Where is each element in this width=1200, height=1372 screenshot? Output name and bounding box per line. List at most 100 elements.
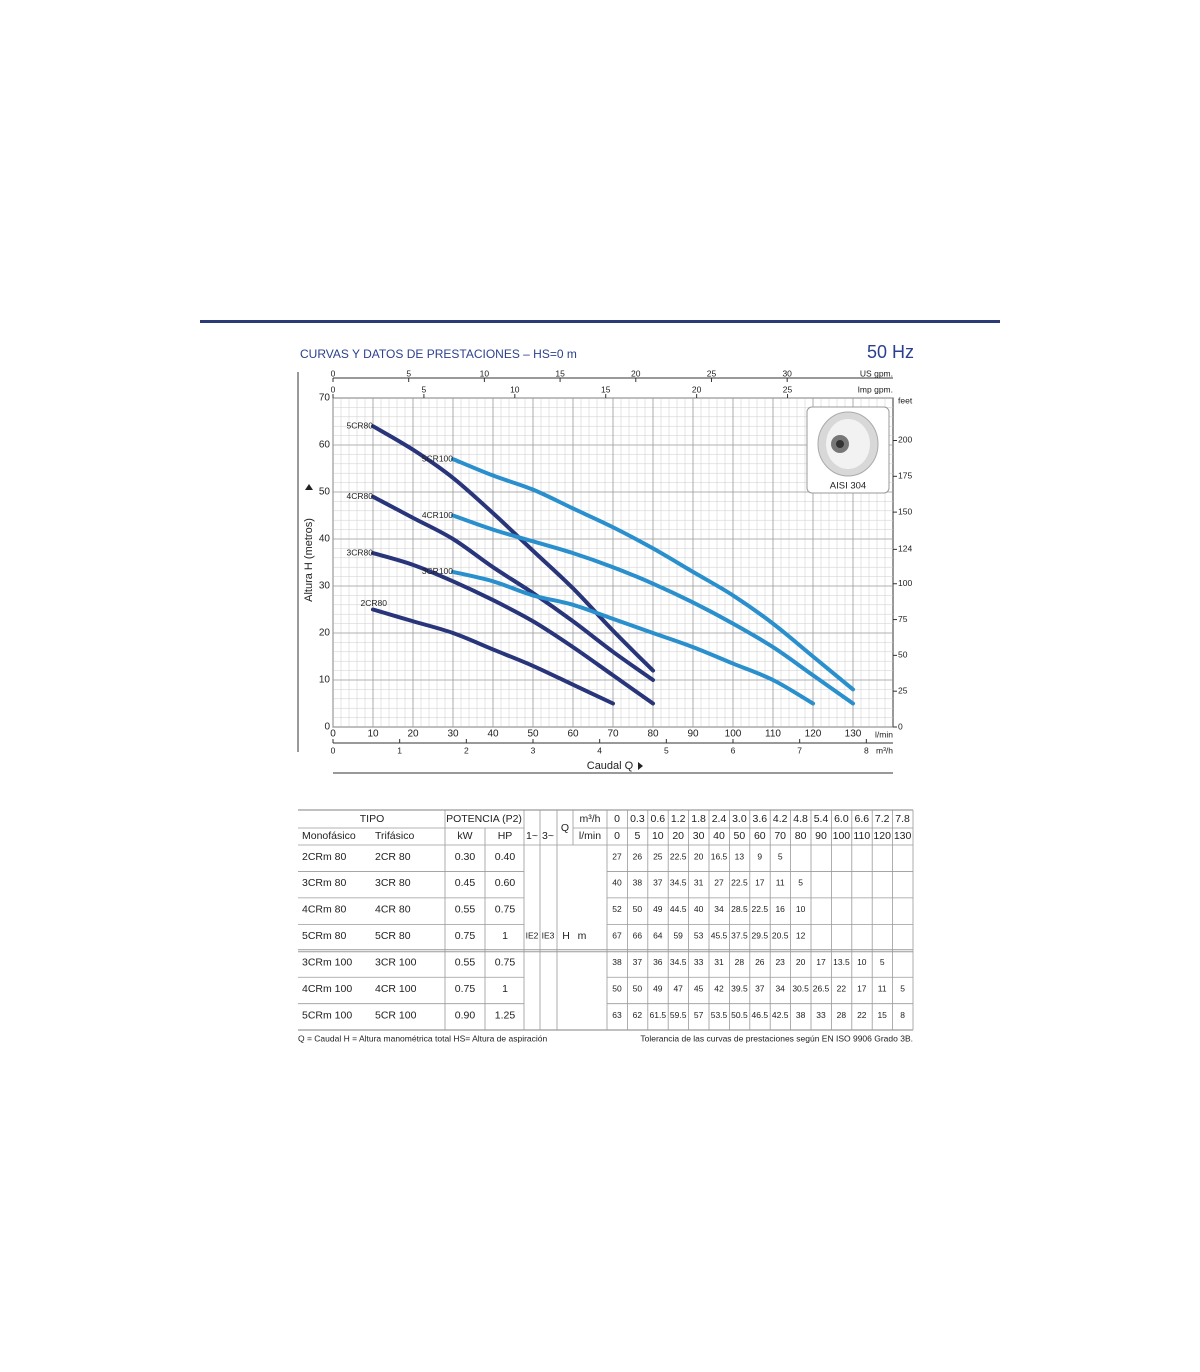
x-tick-label: 0 [330, 729, 336, 740]
footer-tolerance: Tolerancia de las curvas de prestaciones… [640, 1033, 913, 1043]
curve-label: 4CR100 [422, 510, 453, 520]
tick-label: 0 [331, 368, 336, 378]
table-cell: 1~ [526, 830, 538, 842]
x-tick-label: 30 [447, 729, 459, 740]
table-cell: 100 [833, 830, 851, 842]
table-cell: 10 [796, 904, 806, 914]
table-cell: 8 [900, 1010, 905, 1020]
table-cell: 49 [653, 904, 663, 914]
header-rule [200, 320, 1000, 323]
tick-label: 0 [331, 384, 336, 394]
curve-label: 3CR80 [347, 547, 374, 557]
inset: AISI 304 [806, 406, 890, 494]
table-cell: 28.5 [731, 904, 748, 914]
table-cell: 0.60 [495, 877, 516, 889]
curve-label: 5CR80 [347, 420, 374, 430]
table-cell: 1.25 [495, 1009, 516, 1021]
table-cell: 120 [873, 830, 891, 842]
table-cell: 45.5 [711, 931, 728, 941]
table-cell: 110 [853, 830, 870, 842]
table-cell: 2CRm 80 [302, 851, 347, 863]
table-cell: 0.75 [495, 904, 516, 916]
table-cell: 3.6 [752, 813, 767, 825]
table-cell: kW [457, 830, 472, 842]
table-cell: 3~ [542, 830, 554, 842]
axis-unit-label: Imp gpm. [858, 384, 893, 394]
inset-label: AISI 304 [830, 481, 866, 492]
table-cell: 22.5 [670, 851, 687, 861]
table-cell: 30 [693, 830, 705, 842]
table-cell: 5 [634, 830, 640, 842]
table-cell: 17 [857, 984, 867, 994]
tick-label: 5 [422, 384, 427, 394]
table-cell: IE2 [526, 931, 539, 941]
table-cell: 0.75 [455, 930, 476, 942]
table-cell: 33 [816, 1010, 826, 1020]
impeller-image [836, 440, 844, 448]
table-cell: 13 [735, 851, 745, 861]
x-tick-label: 120 [805, 729, 822, 740]
feet-tick-label: 124 [898, 544, 912, 554]
table-cell: 34 [775, 984, 785, 994]
pump-curve [371, 424, 655, 673]
table-cell: 22.5 [731, 878, 748, 888]
table-cell: 38 [633, 878, 643, 888]
feet-tick-label: 25 [898, 685, 908, 695]
tick-label: 8 [864, 745, 869, 755]
table-cell: m [578, 930, 587, 942]
table-cell: 5 [798, 878, 803, 888]
table-cell: 29.5 [752, 931, 769, 941]
table-cell: 0.55 [455, 957, 476, 969]
x-tick-label: 100 [725, 729, 742, 740]
table-cell: 37 [755, 984, 765, 994]
table-cell: 40 [713, 830, 725, 842]
tick-label: 15 [555, 368, 565, 378]
tick-label: 5 [406, 368, 411, 378]
feet-tick-label: 200 [898, 435, 912, 445]
table-cell: 4CR 80 [375, 904, 411, 916]
table-cell: TIPO [360, 813, 385, 825]
table-cell: 59 [673, 931, 683, 941]
tick-label: 20 [631, 368, 641, 378]
table-cell: 20 [694, 851, 704, 861]
table-cell: 9 [757, 851, 762, 861]
table-cell: 50 [612, 984, 622, 994]
table-cell: 39.5 [731, 984, 748, 994]
table-cell: 37.5 [731, 931, 748, 941]
x-tick-label: 130 [845, 729, 862, 740]
table-cell: 1.8 [691, 813, 706, 825]
table-cell: 3.0 [732, 813, 747, 825]
tick-label: 10 [480, 368, 490, 378]
table-cell: 5CR 80 [375, 930, 411, 942]
arrow-icon [638, 762, 643, 770]
table-cell: 42.5 [772, 1010, 789, 1020]
curve-label: 3CR100 [422, 566, 453, 576]
table-cell: 52 [612, 904, 622, 914]
table-cell: 3CR 100 [375, 957, 417, 969]
table-cell: 40 [612, 878, 622, 888]
curve-label: 5CR100 [422, 453, 453, 463]
table-cell: 7.8 [895, 813, 910, 825]
feet-tick-label: 150 [898, 506, 912, 516]
x-tick-label: 80 [647, 729, 659, 740]
table-cell: 44.5 [670, 904, 687, 914]
curve-label: 4CR80 [347, 491, 374, 501]
table-cell: Monofásico [302, 830, 356, 842]
table-cell: 1.2 [671, 813, 686, 825]
table-cell: 26 [633, 851, 643, 861]
table-cell: 80 [795, 830, 807, 842]
table-cell: Q [561, 822, 569, 834]
x-tick-label: 10 [367, 729, 379, 740]
tick-label: 25 [707, 368, 717, 378]
tick-label: 25 [783, 384, 793, 394]
table-cell: HP [498, 830, 513, 842]
curve-label: 2CR80 [361, 598, 388, 608]
pump-curve [451, 457, 855, 692]
table-cell: 5.4 [814, 813, 829, 825]
table-cell: 30.5 [792, 984, 809, 994]
table-cell: 33 [694, 957, 704, 967]
table-cell: 31 [714, 957, 724, 967]
tick-label: 10 [510, 384, 520, 394]
table-cell: 90 [815, 830, 827, 842]
table-cell: 13.5 [833, 957, 850, 967]
